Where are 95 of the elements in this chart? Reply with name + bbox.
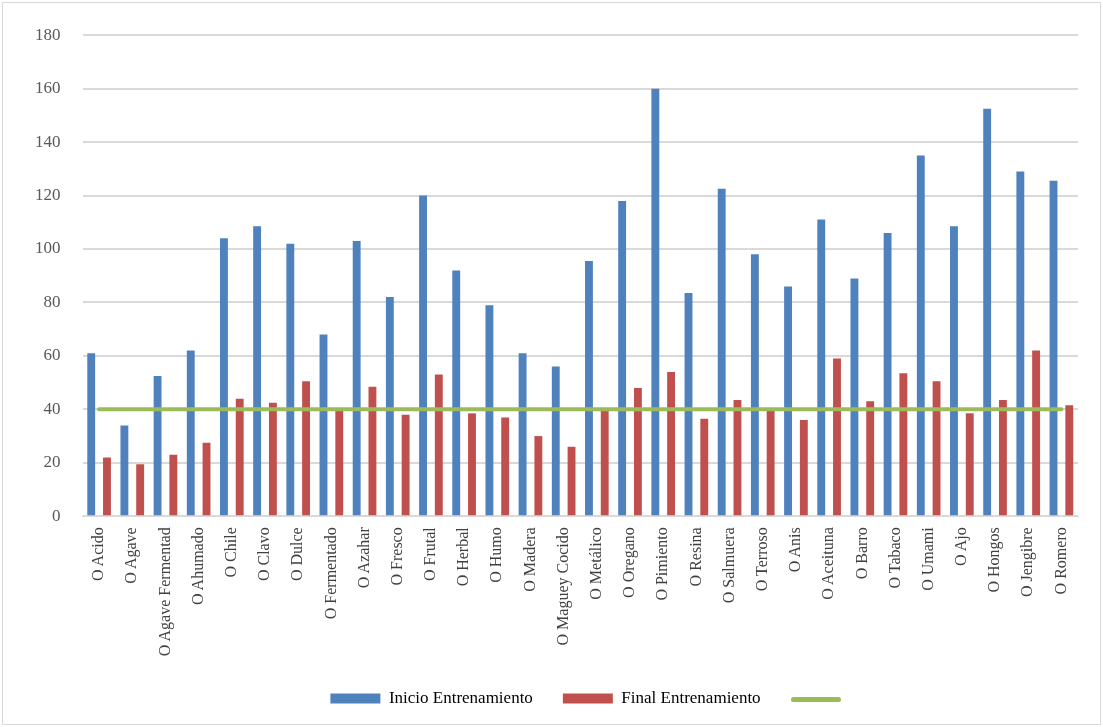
x-tick-label: O Tabaco bbox=[885, 527, 903, 589]
x-tick-label: O Metálico bbox=[587, 527, 605, 600]
bar bbox=[784, 286, 792, 516]
bar bbox=[600, 409, 609, 516]
x-tick-label: O Acido bbox=[89, 527, 107, 582]
bar bbox=[585, 261, 593, 516]
bar bbox=[651, 88, 660, 516]
bar bbox=[352, 240, 361, 516]
bar bbox=[817, 219, 826, 516]
bar bbox=[120, 425, 129, 516]
x-tick-label: O Chile bbox=[222, 527, 240, 578]
bar bbox=[253, 226, 262, 516]
bar bbox=[534, 436, 543, 516]
bar bbox=[468, 413, 476, 516]
x-tick-label: O Dulce bbox=[288, 527, 306, 582]
x-tick-label: O Agave bbox=[122, 527, 141, 584]
bar bbox=[983, 108, 992, 516]
bar bbox=[883, 232, 892, 516]
x-tick-label: O Aceituna bbox=[819, 527, 837, 600]
bar bbox=[268, 402, 277, 516]
y-tick-label: 40 bbox=[43, 398, 61, 418]
x-tick-label: O Jengibre bbox=[1018, 527, 1037, 598]
bar bbox=[667, 371, 676, 516]
bar bbox=[419, 195, 427, 516]
x-tick-label: O Azahar bbox=[354, 526, 372, 589]
bar bbox=[385, 297, 394, 516]
bar bbox=[434, 374, 443, 516]
x-tick-label: O Salmuera bbox=[719, 527, 737, 604]
y-tick-label: 180 bbox=[35, 24, 61, 44]
bar bbox=[850, 278, 859, 516]
bar bbox=[1016, 171, 1025, 516]
bar bbox=[103, 457, 111, 516]
y-tick-label: 60 bbox=[43, 345, 61, 365]
x-tick-label: O Barro bbox=[852, 527, 870, 580]
bar bbox=[916, 155, 925, 516]
y-tick-label: 0 bbox=[52, 505, 61, 525]
bar bbox=[551, 366, 560, 516]
x-tick-label: O Oregano bbox=[620, 527, 639, 598]
bar bbox=[899, 373, 908, 516]
x-tick-label: O Fresco bbox=[387, 527, 405, 586]
bar bbox=[136, 464, 145, 516]
bar bbox=[452, 270, 461, 516]
bar bbox=[153, 375, 162, 516]
x-tick-label: O Hongos bbox=[985, 527, 1004, 593]
y-tick-label: 20 bbox=[43, 452, 61, 472]
bar bbox=[950, 226, 958, 516]
bar bbox=[618, 200, 627, 516]
bar bbox=[1065, 405, 1074, 516]
x-tick-label: O Ajo bbox=[952, 527, 971, 566]
x-tick-label: O Frutal bbox=[421, 526, 439, 582]
y-tick-label: 160 bbox=[35, 78, 61, 98]
x-tick-label: O Resina bbox=[686, 527, 704, 587]
y-tick-label: 80 bbox=[43, 291, 61, 311]
bar bbox=[87, 353, 96, 516]
bar bbox=[518, 353, 527, 516]
bar bbox=[998, 400, 1007, 516]
x-tick-label: O Humo bbox=[487, 527, 505, 583]
bar bbox=[799, 420, 808, 516]
x-tick-label: O Madera bbox=[520, 527, 538, 592]
bar bbox=[286, 243, 295, 516]
x-tick-label: O Pimiento bbox=[653, 527, 671, 601]
bar bbox=[965, 413, 974, 516]
x-tick-label: O Romero bbox=[1051, 527, 1069, 595]
bar bbox=[750, 254, 759, 516]
legend-label: Inicio Entrenamiento bbox=[388, 687, 533, 707]
bar bbox=[1032, 350, 1041, 516]
x-tick-label: O Ahumado bbox=[188, 527, 206, 606]
bar bbox=[485, 305, 494, 516]
bar bbox=[220, 238, 228, 516]
x-tick-label: O Maguey Cocido bbox=[553, 527, 572, 646]
bar bbox=[169, 454, 178, 516]
y-tick-label: 120 bbox=[35, 185, 61, 205]
x-tick-label: O Herbal bbox=[454, 526, 472, 587]
bar bbox=[866, 401, 875, 516]
bar bbox=[186, 350, 195, 516]
bar bbox=[401, 414, 410, 516]
x-tick-label: O Fermentado bbox=[321, 527, 339, 620]
bar bbox=[833, 358, 841, 516]
x-tick-label: O Clavo bbox=[255, 527, 273, 582]
x-tick-label: O Anis bbox=[786, 527, 804, 573]
bar bbox=[766, 409, 775, 516]
x-tick-label: O Agave Fermentad bbox=[155, 527, 174, 657]
bar bbox=[335, 409, 344, 516]
y-tick-label: 140 bbox=[35, 131, 61, 151]
bar bbox=[717, 188, 726, 516]
x-tick-label: O Umami bbox=[918, 526, 936, 591]
bar bbox=[700, 418, 709, 516]
legend-label: Final Entrenamiento bbox=[621, 687, 761, 707]
y-tick-label: 100 bbox=[35, 238, 61, 258]
bar bbox=[633, 387, 642, 516]
bar bbox=[368, 386, 377, 516]
bar bbox=[501, 417, 510, 516]
bar bbox=[302, 381, 311, 516]
bar bbox=[235, 398, 244, 516]
x-tick-label: O Terroso bbox=[752, 527, 770, 592]
